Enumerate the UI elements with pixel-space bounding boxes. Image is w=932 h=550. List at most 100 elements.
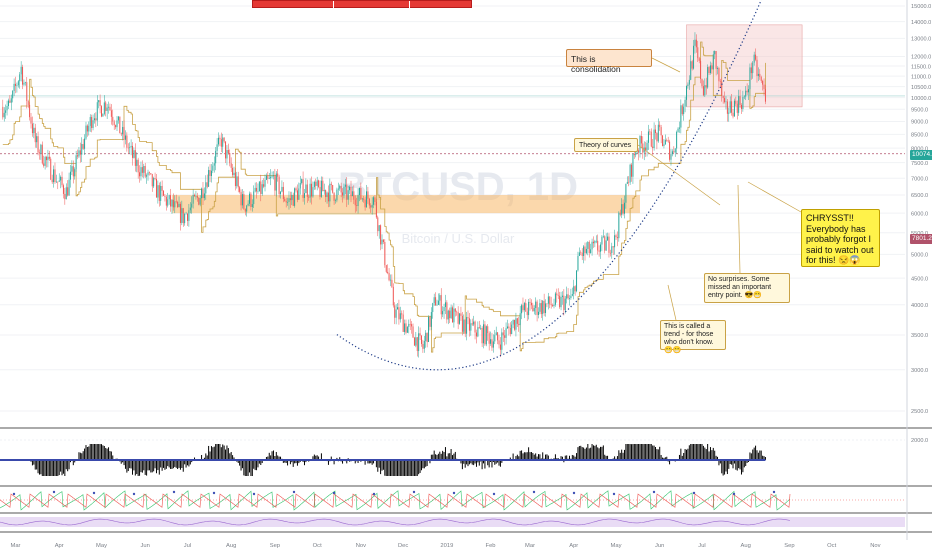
candle-body (37, 136, 39, 153)
oscillator-bar (764, 457, 766, 460)
signal-dot (572, 491, 576, 495)
candle-body (488, 333, 490, 344)
candle-body (401, 313, 403, 315)
oscillator-bar (623, 449, 625, 460)
candle-body (471, 323, 473, 325)
oscillator-bar (373, 460, 375, 464)
candle-body (729, 101, 731, 113)
candle-body (732, 112, 734, 117)
oscillator-bar (182, 460, 184, 472)
oscillator-bar (628, 444, 630, 460)
oscillator-bar (79, 452, 81, 460)
oscillator-bar (512, 453, 514, 460)
candle-body (340, 185, 342, 193)
y-tick-label: 10500.0 (911, 85, 931, 91)
candle-body (272, 175, 274, 177)
candle-body (397, 307, 399, 310)
candle-body (756, 59, 758, 76)
candle-body (505, 328, 507, 338)
candle-body (746, 90, 748, 93)
candle-body (244, 208, 246, 212)
oscillator-bar (165, 460, 167, 469)
candle-body (41, 144, 43, 164)
candle-body (309, 183, 311, 198)
candle-body (550, 304, 552, 306)
candle-body (678, 127, 680, 129)
candle-body (209, 170, 211, 176)
candle-body (671, 151, 673, 155)
oscillator-bar (577, 447, 579, 460)
oscillator-bar (631, 444, 633, 460)
oscillator-bar (415, 460, 417, 476)
annotation-chrysst[interactable]: CHRYSST!! Everybody has probably forgot … (801, 209, 880, 267)
oscillator-bar (569, 455, 570, 460)
candle-body (295, 188, 297, 191)
oscillator-bar (179, 460, 181, 470)
candle-body (708, 67, 710, 74)
annotation-trend[interactable]: This is called a trend - for those who d… (660, 320, 726, 354)
oscillator-bar (604, 454, 606, 460)
candle-body (354, 199, 356, 206)
candle-body (415, 337, 417, 346)
oscillator-bar (164, 460, 166, 470)
oscillator-bar (452, 455, 453, 460)
candle-body (122, 127, 124, 135)
candle-body (99, 100, 101, 107)
candle-body (60, 176, 62, 181)
candle-body (30, 117, 32, 124)
candle-body (108, 106, 110, 108)
x-tick-label: Aug (741, 543, 751, 549)
candle-body (198, 197, 200, 205)
candle-body (437, 300, 439, 305)
candle-body (357, 195, 359, 207)
oscillator-bar (151, 460, 153, 473)
candle-body (515, 318, 517, 330)
oscillator-bar (401, 460, 403, 476)
candle-body (110, 110, 112, 117)
oscillator-bar (244, 460, 246, 476)
candle-body (13, 83, 15, 91)
oscillator-bar (560, 456, 562, 460)
oscillator-bar (387, 460, 389, 476)
oscillator-bar (292, 460, 294, 467)
candle-body (172, 199, 174, 208)
candle-body (249, 193, 251, 204)
candle-body (213, 163, 215, 166)
candle-body (358, 187, 360, 196)
oscillator-bar (693, 444, 695, 460)
oscillator-bar (483, 460, 485, 464)
rsi-band (0, 517, 905, 527)
candle-body (277, 173, 279, 177)
candle-body (96, 102, 98, 121)
y-tick-label: 8000.0 (911, 146, 928, 152)
candle-body (333, 192, 335, 201)
oscillator-bar (88, 446, 90, 460)
candle-body (225, 141, 227, 159)
candle-body (387, 271, 389, 273)
x-tick-label: Jun (141, 543, 150, 549)
candle-body (405, 323, 407, 333)
signal-dot (532, 490, 536, 494)
candle-body (2, 106, 4, 118)
signal-dot (412, 490, 416, 494)
oscillator-bar (523, 452, 525, 460)
annotation-theory-of-curves[interactable]: Theory of curves (574, 138, 638, 152)
candle-body (719, 81, 721, 82)
x-tick-label: May (96, 543, 107, 549)
candle-body (202, 188, 204, 199)
annotation-no-surprises[interactable]: No surprises. Some missed an important e… (704, 273, 790, 303)
oscillator-bar (109, 451, 111, 460)
candle-body (411, 324, 413, 327)
oscillator-bar (157, 460, 159, 471)
candle-body (760, 77, 762, 81)
candle-body (638, 150, 640, 153)
oscillator-bar (256, 460, 258, 471)
candle-body (600, 244, 602, 252)
candle-body (332, 184, 334, 193)
candle-body (626, 181, 628, 184)
annotation-consolidation[interactable]: This is consolidation (566, 49, 652, 74)
candle-body (124, 135, 126, 140)
oscillator-bar (492, 460, 494, 463)
candle-body (691, 61, 693, 69)
